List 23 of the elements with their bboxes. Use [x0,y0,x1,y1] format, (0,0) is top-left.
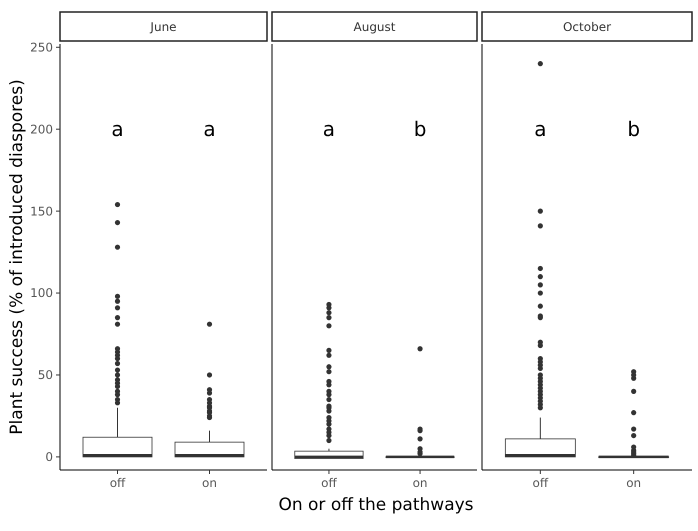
x-tick-label: off [532,476,549,490]
chart-title: August [354,20,396,34]
x-axis-title: On or off the pathways [278,495,474,515]
x-tick-label: on [202,476,217,490]
chart-title: October [562,20,612,34]
chart-title: June [149,20,177,34]
y-axis-title: Plant success (% of introduced diaspores) [7,79,27,435]
x-tick-label: off [321,476,338,490]
y-tick-label: 150 [30,204,53,218]
x-tick-label: off [110,476,126,490]
annotation: b [414,117,426,142]
annotation: a [534,117,546,142]
y-tick-label: 200 [30,122,53,136]
x-tick-label: on [412,476,428,490]
annotation: a [203,117,216,142]
x-tick-label: on [626,476,642,490]
annotation: b [627,117,640,142]
y-tick-label: 100 [30,286,53,300]
y-tick-label: 0 [45,450,53,464]
y-tick-label: 250 [30,40,53,54]
annotation: a [322,117,336,142]
y-tick-label: 50 [38,368,53,382]
annotation: a [111,117,124,142]
